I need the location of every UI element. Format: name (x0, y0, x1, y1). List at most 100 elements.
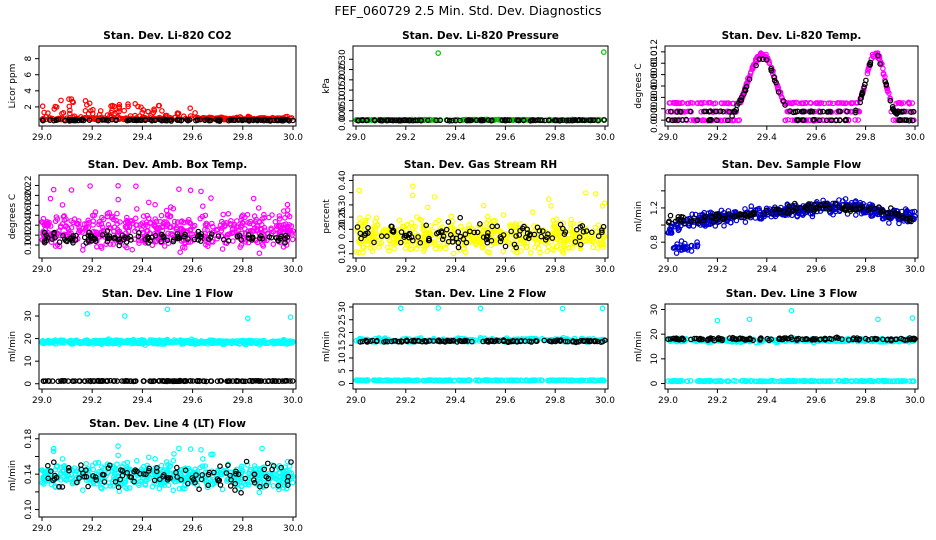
data-point (85, 217, 92, 224)
data-point (484, 377, 491, 384)
data-point (69, 338, 76, 345)
y-tick-label: 0.14 (24, 215, 34, 235)
data-point (209, 220, 215, 227)
overlay-point (556, 118, 563, 124)
overlay-point (354, 224, 361, 230)
data-point (427, 117, 434, 123)
data-point (718, 100, 725, 107)
data-point (45, 222, 52, 229)
data-point (57, 223, 64, 229)
overlay-point (290, 117, 296, 124)
data-point (116, 101, 123, 108)
overlay-point (824, 109, 831, 115)
overlay-point (592, 338, 599, 344)
data-point (133, 215, 139, 222)
data-point (531, 377, 538, 384)
data-point (800, 100, 807, 107)
data-point (381, 377, 388, 384)
overlay-point (480, 234, 487, 241)
overlay-point (563, 117, 570, 124)
overlay-point (89, 238, 95, 244)
overlay-point (836, 204, 843, 211)
overlay-point (590, 117, 596, 124)
x-tick-label: 30.0 (595, 396, 615, 406)
data-point (41, 222, 48, 229)
data-point (827, 100, 834, 106)
overlay-point (183, 378, 190, 384)
data-point (284, 207, 291, 213)
y-tick-label: 0.20 (24, 185, 34, 205)
overlay-point (398, 229, 405, 235)
overlay-point (196, 378, 202, 385)
data-point (430, 335, 437, 342)
data-point (114, 210, 120, 217)
overlay-point (576, 234, 583, 241)
data-point (161, 243, 168, 249)
data-point (409, 225, 416, 231)
data-point (90, 106, 96, 113)
overlay-point (681, 220, 688, 227)
data-point (676, 100, 683, 107)
overlay-point (810, 205, 817, 212)
x-tick-label: 30.0 (283, 133, 303, 143)
data-point (372, 218, 379, 225)
overlay-point (856, 205, 863, 211)
data-point (276, 213, 283, 219)
x-tick-label: 29.2 (82, 133, 102, 143)
data-point (409, 183, 416, 190)
x-tick-label: 29.0 (346, 396, 366, 406)
data-point (813, 100, 820, 107)
overlay-point (485, 117, 492, 123)
data-point (458, 223, 464, 230)
data-point (418, 234, 425, 241)
overlay-point (813, 204, 820, 211)
overlay-point (742, 211, 749, 218)
data-point (163, 223, 169, 230)
data-point (725, 100, 732, 107)
data-point (687, 100, 694, 106)
overlay-point (579, 117, 586, 123)
overlay-point (680, 214, 686, 221)
data-point (492, 217, 498, 224)
data-point (151, 106, 157, 113)
overlay-point (665, 116, 672, 123)
data-point (870, 53, 876, 60)
data-point (244, 211, 251, 218)
overlay-point (425, 237, 432, 244)
data-point (124, 244, 130, 251)
y-tick-label: 0.20 (338, 219, 348, 239)
x-tick-label: 30.0 (283, 265, 303, 275)
data-point (51, 106, 58, 112)
overlay-point (577, 337, 584, 344)
overlay-point (225, 238, 232, 244)
data-point (245, 315, 251, 322)
overlay-point (823, 200, 830, 207)
overlay-point (358, 235, 364, 242)
data-point (234, 218, 240, 224)
data-point (725, 208, 732, 214)
data-point (572, 237, 579, 243)
overlay-point (910, 108, 917, 115)
data-point (882, 73, 888, 80)
overlay-point (677, 108, 684, 115)
overlay-point (557, 338, 564, 345)
overlay-point (446, 118, 453, 124)
data-point (177, 249, 184, 256)
overlay-point (64, 238, 70, 245)
data-point (96, 221, 102, 228)
y-tick-label: 0.20 (338, 70, 348, 90)
data-point (97, 232, 104, 238)
data-point (384, 244, 391, 251)
overlay-point (99, 232, 106, 238)
x-tick-label: 29.0 (658, 265, 678, 275)
data-point (373, 377, 380, 384)
data-point (125, 103, 131, 110)
overlay-point (534, 338, 540, 345)
overlay-point (371, 239, 377, 246)
overlay-point (215, 233, 222, 239)
data-point (64, 225, 71, 231)
data-point (518, 248, 524, 254)
data-point (766, 60, 773, 67)
